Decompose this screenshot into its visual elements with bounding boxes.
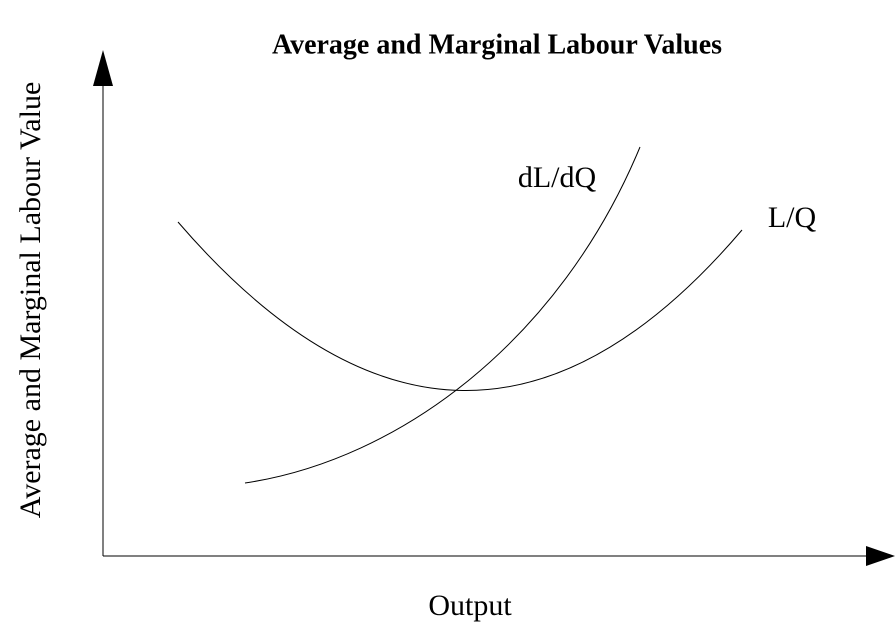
x-axis-label: Output <box>428 589 512 622</box>
marginal-curve <box>244 146 641 484</box>
x-axis-arrow <box>866 546 895 566</box>
y-axis-label: Average and Marginal Labour Value <box>14 82 47 519</box>
y-axis-arrow <box>93 50 113 86</box>
title: Average and Marginal Labour Values <box>272 29 722 60</box>
average-curve <box>177 221 743 391</box>
curve-label: dL/dQ <box>518 161 597 194</box>
curve-label: L/Q <box>768 201 817 234</box>
